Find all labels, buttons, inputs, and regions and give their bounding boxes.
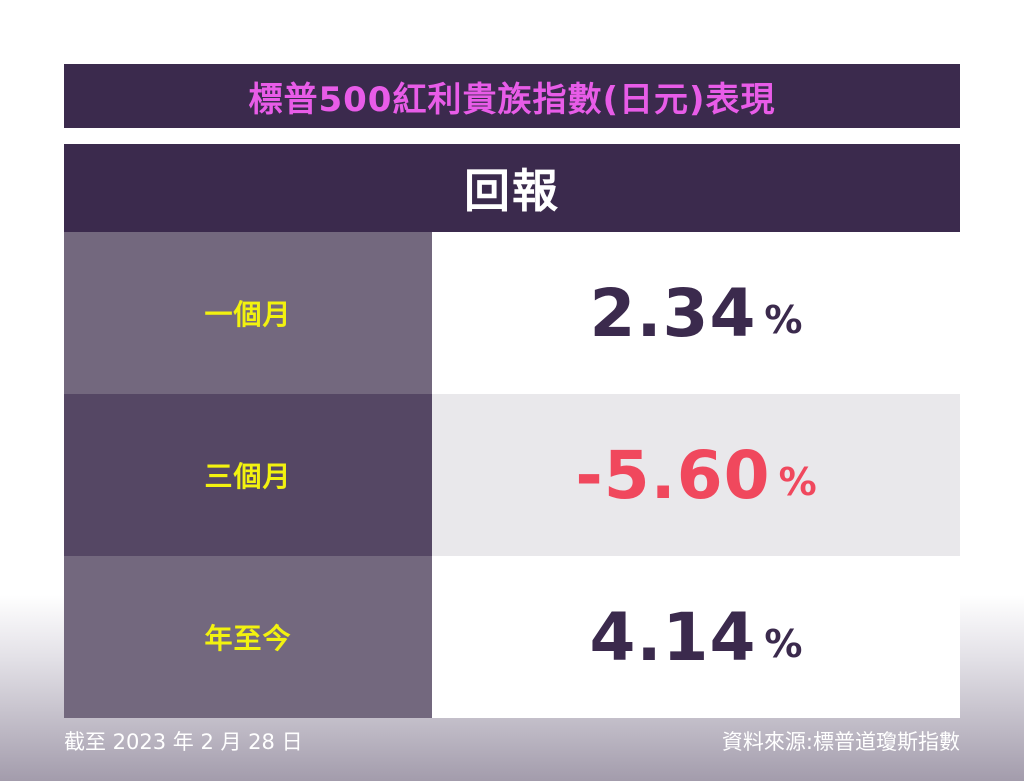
row-value-cell: 2.34 %: [432, 232, 960, 394]
table-row-ytd: 年至今 4.14 %: [64, 556, 960, 718]
page-title: 標普500紅利貴族指數(日元)表現: [248, 79, 776, 120]
row-value-cell: 4.14 %: [432, 556, 960, 718]
row-label: 三個月: [64, 394, 432, 556]
return-value: -5.60: [575, 436, 771, 514]
as-of-date: 截至 2023 年 2 月 28 日: [64, 730, 303, 754]
table-row-three-month: 三個月 -5.60 %: [64, 394, 960, 556]
returns-table: 回報 一個月 2.34 % 三個月 -5.60 % 年至今 4.14 %: [64, 144, 960, 718]
percent-sign: %: [764, 622, 803, 666]
row-value-cell: -5.60 %: [432, 394, 960, 556]
row-label: 年至今: [64, 556, 432, 718]
return-value: 2.34: [589, 274, 757, 352]
title-bar: 標普500紅利貴族指數(日元)表現: [64, 64, 960, 128]
percent-sign: %: [764, 298, 803, 342]
table-header: 回報: [64, 144, 960, 232]
table-header-label: 回報: [464, 164, 560, 218]
percent-sign: %: [778, 460, 817, 504]
return-value: 4.14: [589, 598, 757, 676]
row-label: 一個月: [64, 232, 432, 394]
data-source: 資料來源:標普道瓊斯指數: [721, 730, 960, 754]
table-row-one-month: 一個月 2.34 %: [64, 232, 960, 394]
